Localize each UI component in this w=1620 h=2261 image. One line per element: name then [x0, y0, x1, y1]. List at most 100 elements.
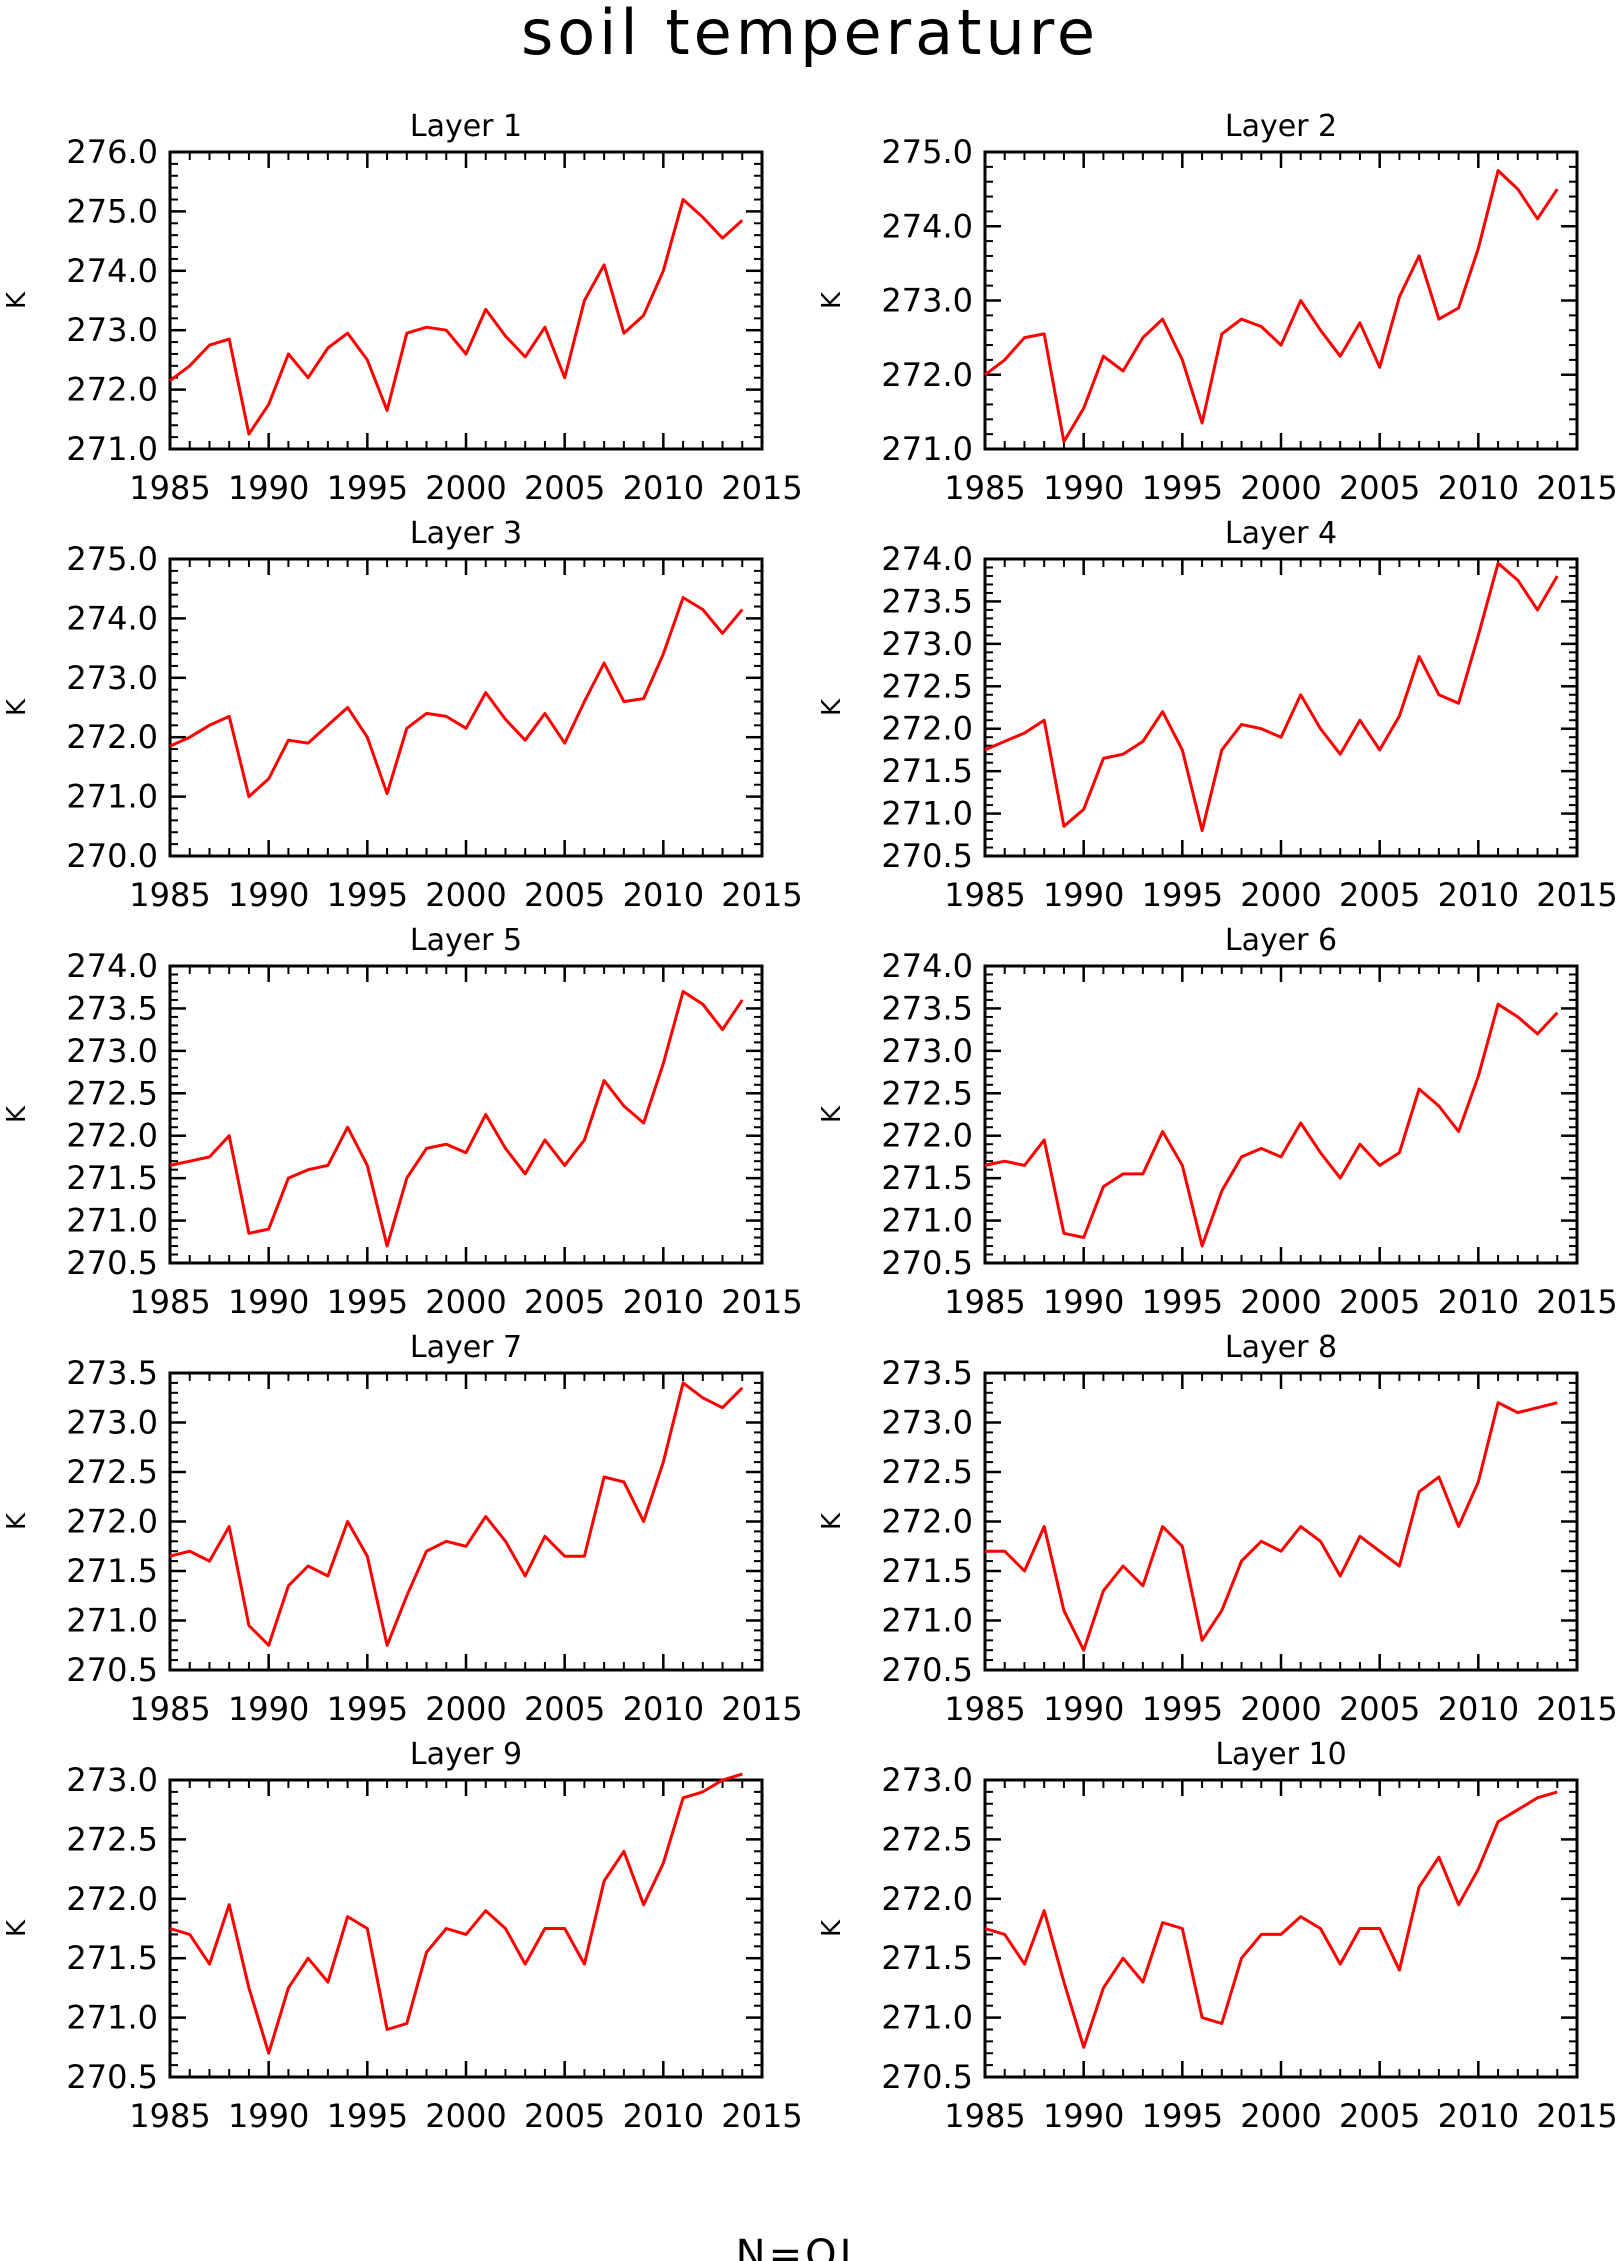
x-tick-label: 1985 — [129, 876, 210, 914]
plot-frame — [983, 964, 1579, 1265]
x-tick-label: 1985 — [129, 469, 210, 507]
y-tick-label: 273.0 — [66, 311, 158, 349]
y-tick-label: 271.5 — [66, 1159, 158, 1197]
y-tick-label: 272.5 — [881, 1453, 973, 1491]
y-tick-label: 271.0 — [66, 1202, 158, 1240]
panel-title: Layer 2 — [1225, 109, 1337, 144]
y-tick-label: 272.5 — [881, 1074, 973, 1112]
x-tick-label: 2000 — [425, 1690, 506, 1728]
panel-title: Layer 7 — [410, 1330, 522, 1365]
plot-frame — [168, 964, 764, 1265]
x-tick-label: 1985 — [129, 2097, 210, 2135]
y-tick-label: 271.5 — [881, 752, 973, 790]
y-tick-label: 272.0 — [881, 1880, 973, 1918]
x-tick-label: 2015 — [721, 1690, 802, 1728]
x-tick-label: 2010 — [623, 1283, 704, 1321]
y-tick-label: 270.5 — [66, 2058, 158, 2096]
x-tick-label: 2015 — [1536, 876, 1617, 914]
y-tick-label: 273.0 — [881, 282, 973, 320]
x-tick-label: 2010 — [1438, 1690, 1519, 1728]
x-tick-label: 1995 — [1142, 1283, 1223, 1321]
y-tick-label: 272.0 — [66, 1117, 158, 1155]
y-tick-label: 270.5 — [881, 2058, 973, 2096]
x-tick-label: 2005 — [524, 1690, 605, 1728]
y-axis-label: K — [817, 291, 847, 309]
x-tick-label: 2000 — [425, 876, 506, 914]
y-tick-label: 273.5 — [66, 989, 158, 1027]
x-tick-label: 2005 — [1339, 1283, 1420, 1321]
y-tick-label: 271.0 — [66, 430, 158, 468]
x-tick-label: 2000 — [1240, 876, 1321, 914]
series-line — [169, 198, 744, 436]
x-tick-label: 2010 — [623, 876, 704, 914]
y-tick-label: 272.0 — [66, 1880, 158, 1918]
series-line — [984, 1790, 1558, 2049]
y-tick-label: 272.0 — [881, 356, 973, 394]
panel-title: Layer 5 — [410, 923, 522, 958]
x-tick-label: 1990 — [228, 876, 309, 914]
x-tick-label: 2000 — [1240, 469, 1321, 507]
y-tick-label: 272.5 — [66, 1453, 158, 1491]
y-tick-label: 273.0 — [66, 1404, 158, 1442]
x-tick-label: 2005 — [524, 469, 605, 507]
y-tick-label: 273.0 — [66, 659, 158, 697]
x-tick-label: 2010 — [1438, 1283, 1519, 1321]
x-tick-label: 1990 — [1043, 2097, 1124, 2135]
x-tick-label: 1990 — [1043, 1283, 1124, 1321]
plot-frame — [983, 150, 1579, 451]
plot-frame — [983, 557, 1579, 858]
x-tick-label: 2015 — [1536, 469, 1617, 507]
y-tick-label: 275.0 — [66, 192, 158, 230]
y-tick-label: 273.5 — [881, 582, 973, 620]
y-tick-label: 271.5 — [66, 1939, 158, 1977]
x-tick-label: 2000 — [425, 1283, 506, 1321]
plot-frame — [168, 557, 764, 858]
y-tick-label: 273.5 — [881, 989, 973, 1027]
x-tick-label: 1995 — [1142, 2097, 1223, 2135]
series-line — [169, 990, 744, 1248]
y-tick-label: 272.0 — [881, 710, 973, 748]
y-tick-label: 274.0 — [881, 947, 973, 985]
x-tick-label: 2000 — [1240, 2097, 1321, 2135]
series-line — [984, 561, 1559, 832]
x-tick-label: 2010 — [1438, 876, 1519, 914]
y-tick-label: 270.5 — [881, 837, 973, 875]
x-tick-label: 1985 — [129, 1690, 210, 1728]
panel-title: Layer 9 — [410, 1737, 522, 1772]
x-tick-label: 2000 — [1240, 1283, 1321, 1321]
x-tick-label: 2015 — [721, 469, 802, 507]
plot-frame — [168, 1778, 764, 2079]
x-tick-label: 1995 — [327, 876, 408, 914]
y-tick-label: 270.5 — [881, 1244, 973, 1282]
series-line — [984, 169, 1559, 444]
y-tick-label: 271.0 — [881, 1602, 973, 1640]
x-tick-label: 2005 — [1339, 2097, 1420, 2135]
y-tick-label: 273.5 — [881, 1354, 973, 1392]
y-tick-label: 273.5 — [66, 1354, 158, 1392]
panel-title: Layer 8 — [1225, 1330, 1337, 1365]
y-axis-label: K — [817, 1919, 847, 1937]
y-tick-label: 273.0 — [881, 1404, 973, 1442]
y-tick-label: 273.0 — [66, 1032, 158, 1070]
y-tick-label: 271.0 — [881, 430, 973, 468]
x-tick-label: 1995 — [327, 469, 408, 507]
series-line — [169, 1381, 744, 1647]
y-tick-label: 273.0 — [66, 1761, 158, 1799]
x-tick-label: 2010 — [623, 1690, 704, 1728]
series-line — [985, 1401, 1558, 1652]
x-tick-label: 2005 — [524, 2097, 605, 2135]
series-line — [169, 596, 744, 799]
x-tick-label: 2015 — [1536, 1283, 1617, 1321]
y-tick-label: 273.0 — [881, 1032, 973, 1070]
y-tick-label: 273.0 — [881, 1761, 973, 1799]
y-tick-label: 272.5 — [66, 1820, 158, 1858]
y-tick-label: 274.0 — [881, 540, 973, 578]
x-tick-label: 1985 — [944, 876, 1025, 914]
x-tick-label: 1995 — [327, 1690, 408, 1728]
panel-title: Layer 10 — [1215, 1737, 1346, 1772]
panel-title: Layer 4 — [1225, 516, 1337, 551]
panel-title: Layer 1 — [410, 109, 522, 144]
y-tick-label: 271.0 — [881, 1202, 973, 1240]
x-tick-label: 2005 — [524, 1283, 605, 1321]
